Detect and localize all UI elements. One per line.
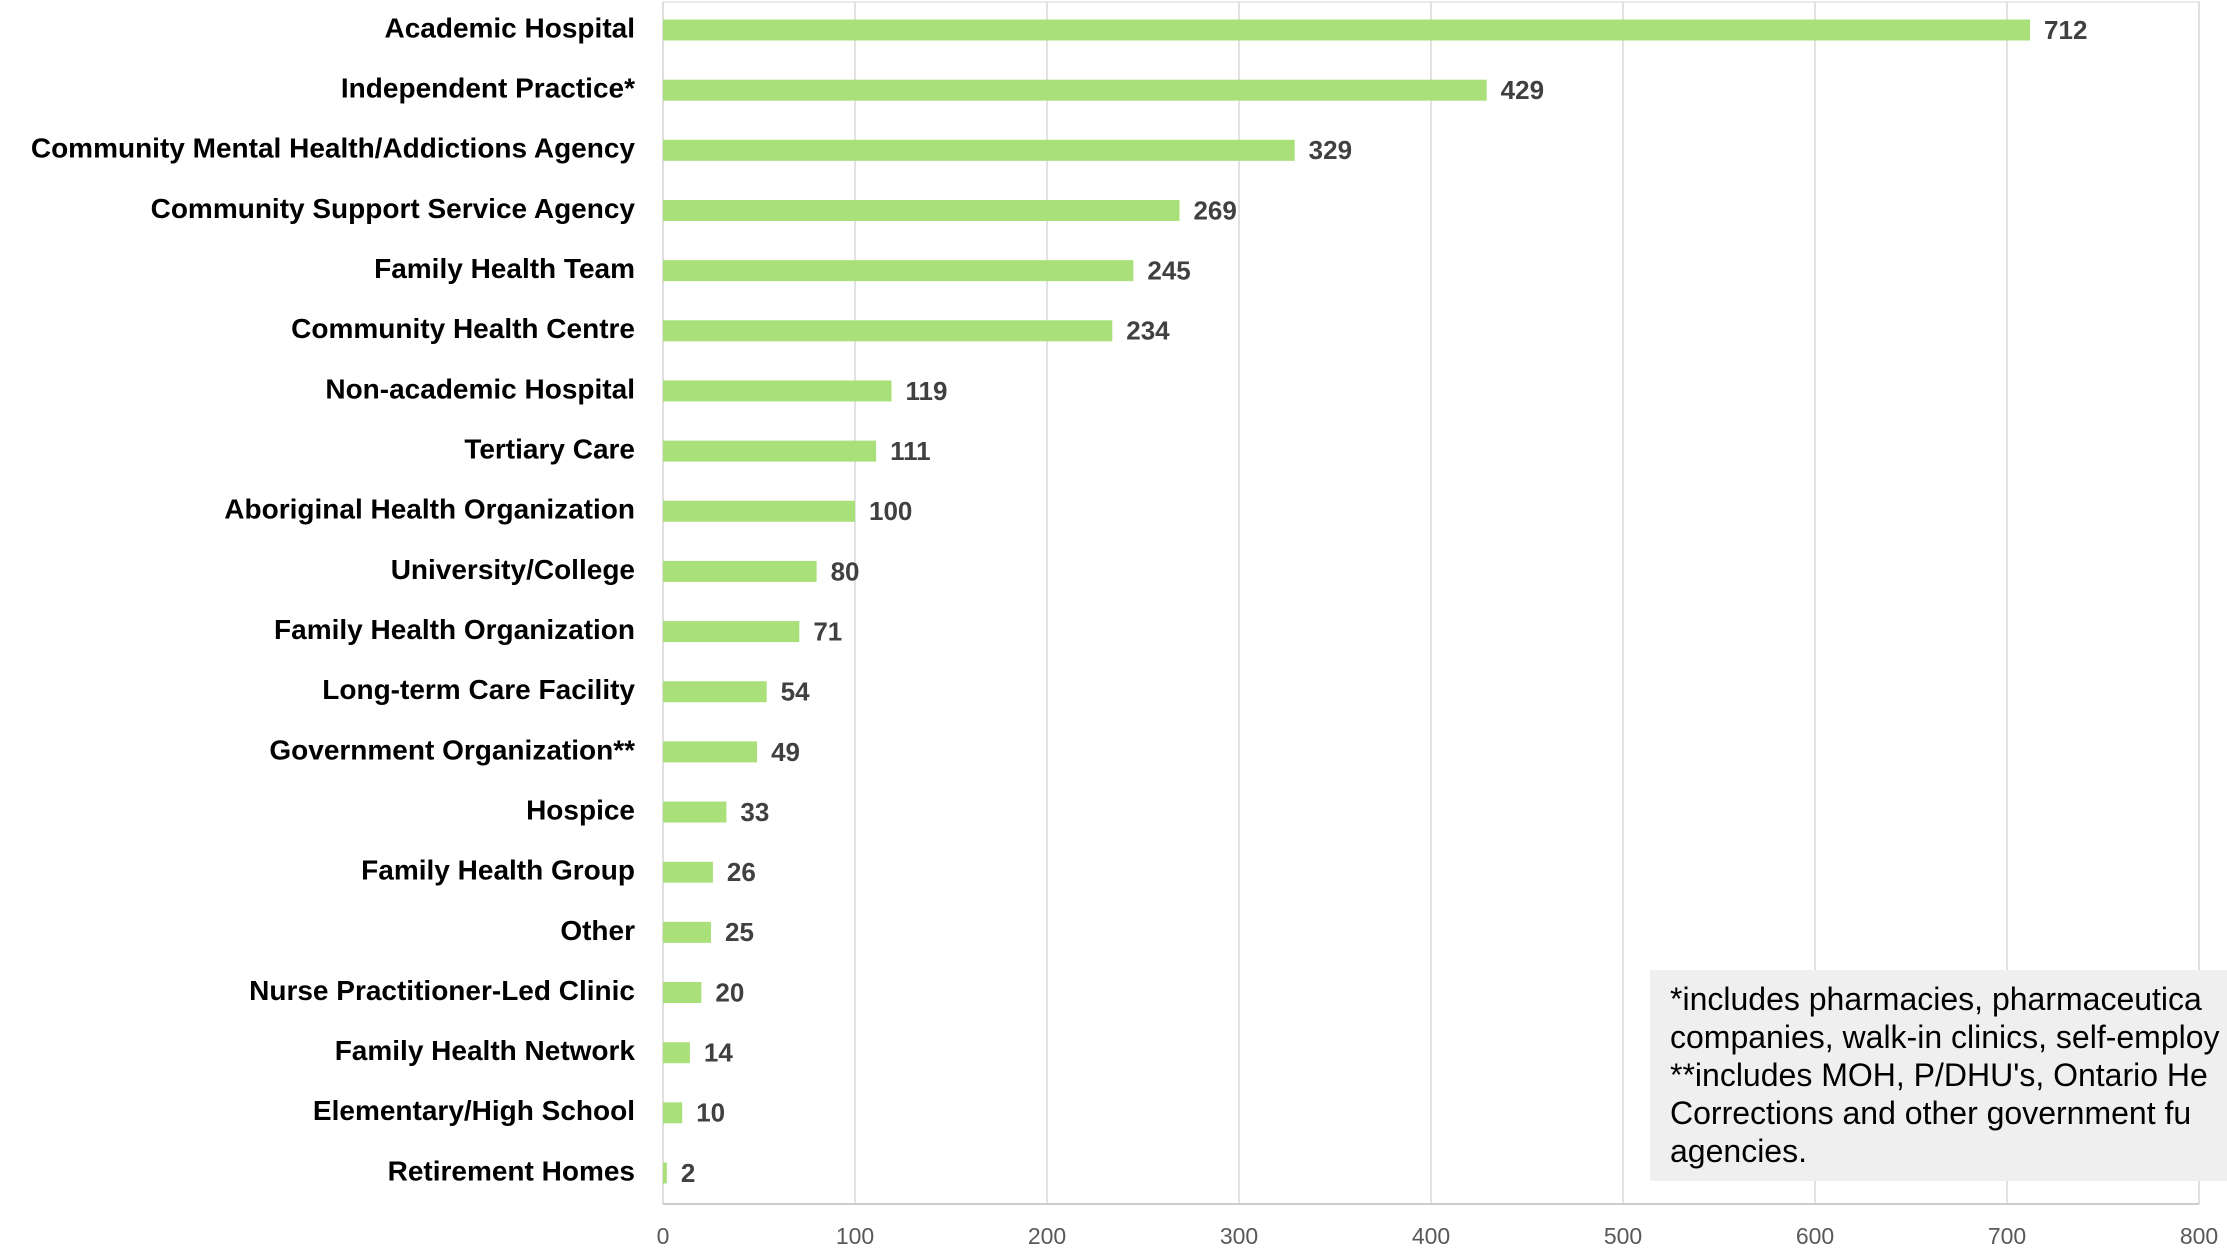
x-tick-label: 500 <box>1604 1223 1642 1249</box>
bar <box>663 320 1113 342</box>
y-tick-label: Family Health Organization <box>274 614 635 645</box>
footnote-box: *includes pharmacies, pharmaceutica compa… <box>1650 970 2227 1181</box>
value-label: 54 <box>781 677 810 707</box>
value-label: 10 <box>696 1098 725 1128</box>
bar <box>663 19 2031 41</box>
y-tick-label: Tertiary Care <box>464 433 635 464</box>
y-tick-label: Non-academic Hospital <box>325 373 635 404</box>
value-label: 80 <box>831 556 860 586</box>
value-label: 245 <box>1147 256 1190 286</box>
bar <box>663 861 713 883</box>
y-tick-label: Community Health Centre <box>291 313 635 344</box>
bar <box>663 1042 690 1064</box>
y-tick-label: Community Support Service Agency <box>151 193 636 224</box>
x-tick-label: 600 <box>1796 1223 1834 1249</box>
value-label: 20 <box>715 977 744 1007</box>
bar <box>663 1102 683 1124</box>
y-tick-label: Family Health Team <box>374 253 635 284</box>
y-tick-label: Aboriginal Health Organization <box>224 494 635 525</box>
bar <box>663 801 727 823</box>
x-tick-label: 800 <box>2180 1223 2218 1249</box>
bar <box>663 921 711 943</box>
value-label: 14 <box>704 1038 733 1068</box>
bar <box>663 560 817 582</box>
bar <box>663 1162 667 1184</box>
bar <box>663 500 855 522</box>
y-tick-label: University/College <box>391 554 635 585</box>
y-tick-label: Elementary/High School <box>313 1095 635 1126</box>
value-label: 2 <box>681 1158 695 1188</box>
bar <box>663 79 1487 101</box>
y-tick-label: Academic Hospital <box>384 12 635 43</box>
y-tick-label: Government Organization** <box>269 734 635 765</box>
footnote-line: Corrections and other government fu <box>1670 1095 2192 1131</box>
value-label: 712 <box>2044 15 2087 45</box>
bar <box>663 440 877 462</box>
y-tick-label: Retirement Homes <box>388 1155 635 1186</box>
x-tick-label: 700 <box>1988 1223 2026 1249</box>
value-label: 234 <box>1126 316 1170 346</box>
footnote-line: *includes pharmacies, pharmaceutica <box>1670 981 2202 1017</box>
x-tick-label: 200 <box>1028 1223 1066 1249</box>
bar <box>663 681 767 703</box>
y-tick-label: Long-term Care Facility <box>322 674 635 705</box>
y-tick-label: Nurse Practitioner-Led Clinic <box>249 975 635 1006</box>
y-tick-label: Independent Practice* <box>341 73 635 104</box>
y-tick-label: Community Mental Health/Addictions Agenc… <box>31 133 636 164</box>
footnote-line: agencies. <box>1670 1133 1807 1169</box>
bar <box>663 199 1180 221</box>
x-tick-label: 400 <box>1412 1223 1450 1249</box>
bar <box>663 380 892 402</box>
value-label: 33 <box>740 797 769 827</box>
footnote-line: companies, walk-in clinics, self-employ <box>1670 1019 2220 1055</box>
bar <box>663 139 1295 161</box>
value-label: 26 <box>727 857 756 887</box>
value-label: 111 <box>890 436 931 466</box>
bar <box>663 260 1134 282</box>
value-label: 100 <box>869 496 912 526</box>
bar <box>663 982 702 1004</box>
value-label: 71 <box>813 616 842 646</box>
y-tick-label: Hospice <box>526 794 635 825</box>
x-tick-label: 0 <box>657 1223 670 1249</box>
x-tick-label: 100 <box>836 1223 874 1249</box>
bar <box>663 741 758 763</box>
value-label: 269 <box>1193 195 1236 225</box>
x-tick-label: 300 <box>1220 1223 1258 1249</box>
y-tick-label: Other <box>560 915 635 946</box>
bar <box>663 621 800 643</box>
value-label: 119 <box>905 376 947 406</box>
value-label: 429 <box>1501 75 1544 105</box>
value-label: 329 <box>1309 135 1352 165</box>
footnote-line: **includes MOH, P/DHU's, Ontario He <box>1670 1057 2208 1093</box>
value-label: 49 <box>771 737 800 767</box>
y-tick-label: Family Health Network <box>335 1035 636 1066</box>
y-tick-label: Family Health Group <box>361 855 635 886</box>
value-label: 25 <box>725 917 754 947</box>
